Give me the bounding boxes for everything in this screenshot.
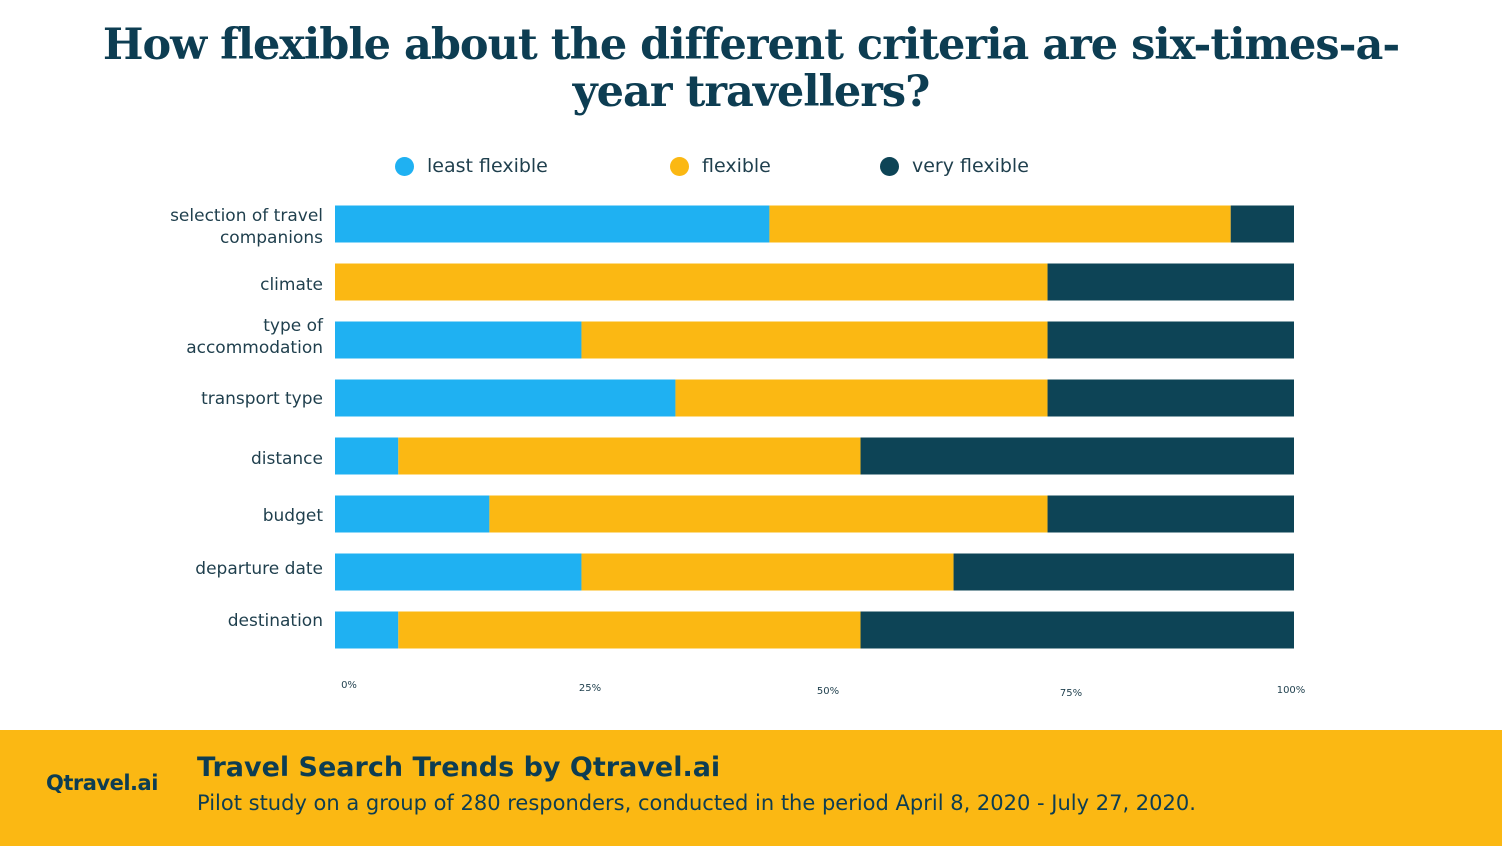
tick-label: 0% xyxy=(341,680,357,691)
chart-title: How flexible about the different criteri… xyxy=(102,20,1400,117)
legend-label: flexible xyxy=(702,155,771,177)
bar-segment xyxy=(1230,205,1294,243)
tick-label: 50% xyxy=(816,686,840,697)
tick-label: 25% xyxy=(578,683,602,694)
legend-item-flexible: flexible xyxy=(670,154,771,178)
bar-segment xyxy=(335,495,490,533)
bar-segment xyxy=(335,437,399,475)
bar-segment xyxy=(581,321,1048,359)
footer-heading: Travel Search Trends by Qtravel.ai xyxy=(197,752,721,783)
bar-segment xyxy=(335,321,582,359)
category-label: type of accommodation xyxy=(186,316,323,358)
brand-logo: Qtravel.ai xyxy=(46,771,158,795)
bar-segment xyxy=(489,495,1048,533)
category-label: distance xyxy=(250,449,323,469)
bar-segment xyxy=(1047,379,1294,417)
category-label: climate xyxy=(260,275,323,295)
bar-segment xyxy=(335,205,770,243)
bar-segment xyxy=(769,205,1231,243)
footer-banner: Qtravel.ai Travel Search Trends by Qtrav… xyxy=(0,730,1502,846)
tick-label: 75% xyxy=(1059,688,1083,699)
bar-segment xyxy=(953,553,1294,591)
legend-label: least flexible xyxy=(427,155,548,177)
bar-segment xyxy=(398,437,861,475)
bar-segment xyxy=(398,611,861,649)
category-label: destination xyxy=(227,611,323,631)
bar-segment xyxy=(860,611,1294,649)
bar-segment xyxy=(1047,263,1294,301)
category-label: budget xyxy=(262,506,323,526)
legend-swatch-flexible xyxy=(670,156,689,176)
bar-segment xyxy=(335,263,1048,301)
category-label: departure date xyxy=(195,559,323,579)
bar-segment xyxy=(335,553,582,591)
legend-item-very-flexible: very flexible xyxy=(880,154,1029,178)
tick-label: 100% xyxy=(1276,685,1306,696)
footer-subtitle: Pilot study on a group of 280 responders… xyxy=(197,791,1196,815)
legend-item-least-flexible: least flexible xyxy=(395,154,548,178)
bar-segment xyxy=(335,611,399,649)
bar-segment xyxy=(860,437,1294,475)
legend-label: very flexible xyxy=(912,155,1029,177)
stacked-bar-chart xyxy=(335,205,1294,649)
legend-swatch-very-flexible xyxy=(880,156,899,176)
category-label: transport type xyxy=(201,389,323,409)
category-label: selection of travel companions xyxy=(170,206,323,248)
bar-segment xyxy=(1047,495,1294,533)
bar-segment xyxy=(581,553,954,591)
bar-segment xyxy=(335,379,676,417)
bar-segment xyxy=(675,379,1048,417)
legend-swatch-least-flexible xyxy=(395,156,414,176)
bar-segment xyxy=(1047,321,1294,359)
